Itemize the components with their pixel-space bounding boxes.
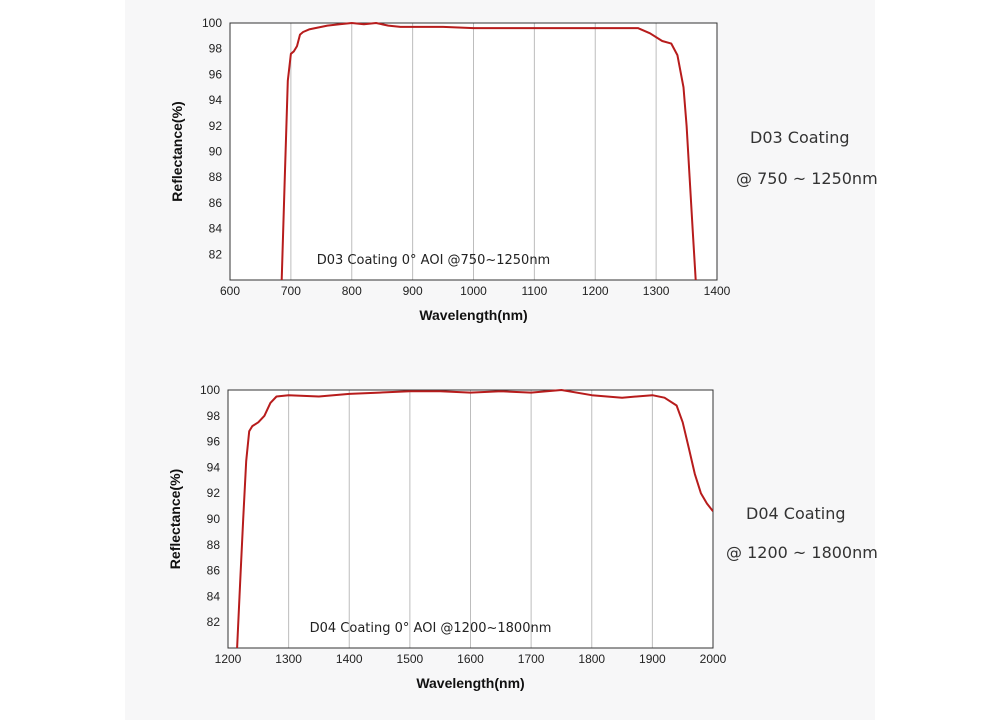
chart1-y-tick-label: 92 bbox=[209, 119, 223, 133]
chart1-annotation: D03 Coating 0° AOI @750~1250nm bbox=[317, 253, 550, 268]
chart2-axes-frame bbox=[227, 389, 714, 649]
chart1-y-tick-label: 94 bbox=[209, 93, 223, 107]
chart1-x-tick-label: 900 bbox=[403, 284, 423, 298]
chart1-y-tick-label: 86 bbox=[209, 196, 223, 210]
chart1-y-tick-label: 84 bbox=[209, 222, 223, 236]
chart2-x-tick-label: 1300 bbox=[275, 652, 302, 666]
chart1-y-tick-label: 88 bbox=[209, 170, 223, 184]
chart2-x-axis-label: Wavelength(nm) bbox=[416, 675, 524, 691]
chart1-y-tick-label: 90 bbox=[209, 145, 223, 159]
chart1-x-tick-label: 1000 bbox=[460, 284, 487, 298]
chart1-side-label-range: @ 750 ~ 1250nm bbox=[736, 169, 878, 188]
chart2-y-tick-label: 84 bbox=[207, 589, 221, 603]
chart1-y-tick-label: 82 bbox=[209, 247, 223, 261]
chart2-y-tick-label: 94 bbox=[207, 460, 221, 474]
chart1-x-axis-label: Wavelength(nm) bbox=[419, 307, 527, 323]
chart1-y-axis-label: Reflectance(%) bbox=[169, 101, 185, 201]
chart2-x-tick-label: 1700 bbox=[518, 652, 545, 666]
chart2-y-tick-label: 82 bbox=[207, 615, 221, 629]
chart2-y-tick-label: 90 bbox=[207, 512, 221, 526]
chart2-x-tick-label: 2000 bbox=[700, 652, 727, 666]
chart1-x-tick-label: 1400 bbox=[704, 284, 731, 298]
chart2-side-label-range: @ 1200 ~ 1800nm bbox=[726, 543, 878, 562]
chart2-y-tick-label: 86 bbox=[207, 564, 221, 578]
chart1-x-tick-label: 1300 bbox=[643, 284, 670, 298]
chart2-series-line bbox=[236, 389, 713, 648]
chart1-side-label-coating: D03 Coating bbox=[750, 128, 850, 147]
chart2-x-tick-label: 1900 bbox=[639, 652, 666, 666]
chart1-x-tick-label: 600 bbox=[220, 284, 240, 298]
chart2-x-tick-label: 1800 bbox=[578, 652, 605, 666]
chart2-side-label-coating: D04 Coating bbox=[746, 504, 846, 523]
chart2-y-tick-label: 92 bbox=[207, 486, 221, 500]
chart2-y-tick-label: 100 bbox=[200, 383, 220, 397]
chart2-y-tick-label: 98 bbox=[207, 409, 221, 423]
chart1-y-tick-label: 100 bbox=[202, 16, 222, 30]
chart2-x-tick-label: 1200 bbox=[215, 652, 242, 666]
chart1-axes-frame bbox=[229, 22, 718, 281]
chart2-x-tick-label: 1600 bbox=[457, 652, 484, 666]
chart1-x-tick-label: 700 bbox=[281, 284, 301, 298]
chart1-x-tick-label: 1100 bbox=[521, 284, 547, 298]
chart1-y-tick-label: 96 bbox=[209, 67, 223, 81]
chart1-x-tick-label: 1200 bbox=[582, 284, 609, 298]
chart2-y-tick-label: 88 bbox=[207, 538, 221, 552]
chart2-x-tick-label: 1500 bbox=[397, 652, 424, 666]
chart2-y-axis-label: Reflectance(%) bbox=[167, 469, 183, 569]
chart1-series-line bbox=[280, 22, 697, 280]
chart1-y-tick-label: 98 bbox=[209, 42, 223, 56]
chart2-y-tick-label: 96 bbox=[207, 435, 221, 449]
chart2-annotation: D04 Coating 0° AOI @1200~1800nm bbox=[310, 621, 552, 636]
chart2-x-tick-label: 1400 bbox=[336, 652, 363, 666]
chart1-x-tick-label: 800 bbox=[342, 284, 362, 298]
